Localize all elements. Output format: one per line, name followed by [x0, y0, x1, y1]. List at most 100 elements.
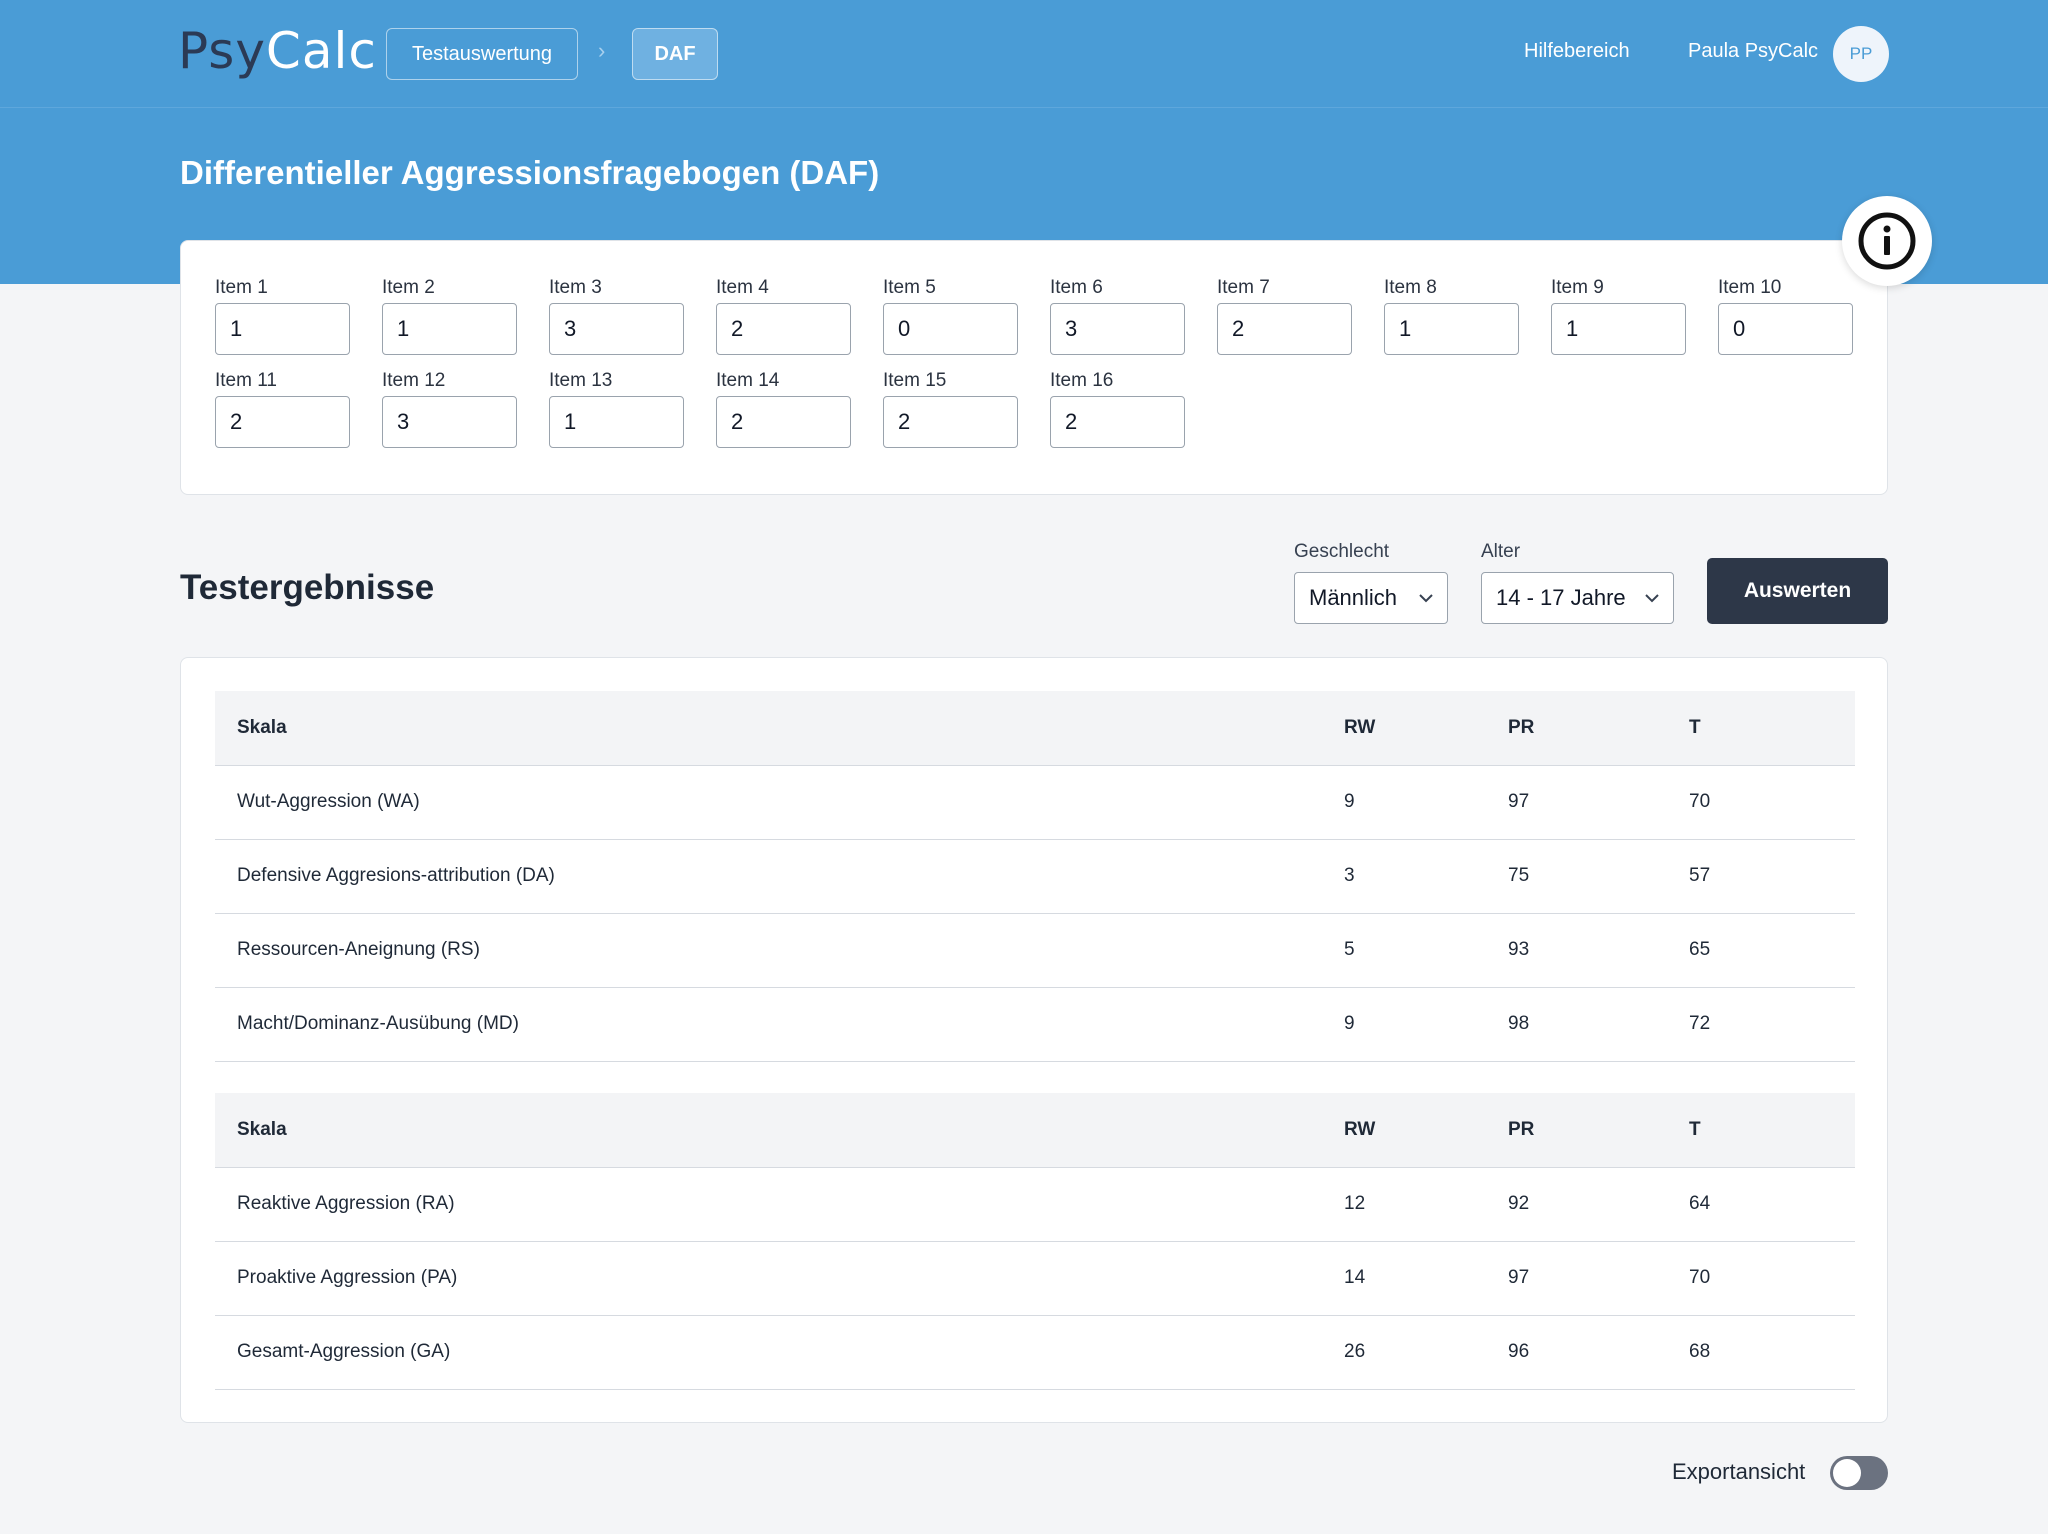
help-link[interactable]: Hilfebereich — [1524, 40, 1630, 62]
item-field-10: Item 10 — [1718, 277, 1853, 355]
scale-name: Wut-Aggression (WA) — [215, 765, 1344, 840]
scale-name: Defensive Aggresions-attribution (DA) — [215, 839, 1344, 914]
item-label: Item 12 — [382, 370, 446, 391]
page-title: Differentieller Aggressionsfragebogen (D… — [180, 154, 880, 191]
user-name[interactable]: Paula PsyCalc — [1688, 40, 1819, 62]
item-label: Item 7 — [1217, 277, 1270, 298]
item-field-1: Item 1 — [215, 277, 350, 355]
item-input[interactable] — [1050, 303, 1185, 355]
table-row: Gesamt-Aggression (GA) 26 96 68 — [215, 1315, 1855, 1390]
raw-score: 3 — [1344, 839, 1508, 914]
breadcrumb-daf[interactable]: DAF — [632, 28, 718, 80]
gender-select-value: Männlich — [1309, 585, 1398, 610]
table-row: Reaktive Aggression (RA) 12 92 64 — [215, 1167, 1855, 1242]
item-field-16: Item 16 — [1050, 370, 1185, 448]
item-input[interactable] — [716, 396, 851, 448]
item-label: Item 3 — [549, 277, 602, 298]
t-score: 70 — [1689, 765, 1855, 840]
column-header-rw: RW — [1344, 691, 1508, 766]
item-label: Item 13 — [549, 370, 613, 391]
evaluate-button[interactable]: Auswerten — [1707, 558, 1888, 624]
scale-name: Ressourcen-Aneignung (RS) — [215, 913, 1344, 988]
table-row: Defensive Aggresions-attribution (DA) 3 … — [215, 839, 1855, 914]
info-button[interactable] — [1842, 196, 1932, 286]
item-field-15: Item 15 — [883, 370, 1018, 448]
item-input[interactable] — [1718, 303, 1853, 355]
results-card: Skala RW PR T Wut-Aggression (WA) 9 97 7… — [180, 657, 1888, 1423]
scale-name: Reaktive Aggression (RA) — [215, 1167, 1344, 1242]
scale-name: Gesamt-Aggression (GA) — [215, 1315, 1344, 1390]
item-input[interactable] — [215, 396, 350, 448]
results-table-primary: Skala RW PR T Wut-Aggression (WA) 9 97 7… — [215, 691, 1855, 1062]
t-score: 68 — [1689, 1315, 1855, 1390]
info-circle-icon — [1858, 212, 1916, 270]
item-field-14: Item 14 — [716, 370, 851, 448]
table-row: Wut-Aggression (WA) 9 97 70 — [215, 765, 1855, 840]
item-input[interactable] — [883, 396, 1018, 448]
column-header-pr: PR — [1508, 1093, 1689, 1168]
item-input[interactable] — [883, 303, 1018, 355]
breadcrumb-testauswertung[interactable]: Testauswertung — [386, 28, 578, 80]
item-input[interactable] — [549, 303, 684, 355]
logo-text-psy: Psy — [178, 22, 266, 80]
gender-select[interactable]: Männlich — [1294, 572, 1448, 624]
scale-name: Macht/Dominanz-Ausübung (MD) — [215, 987, 1344, 1062]
item-field-7: Item 7 — [1217, 277, 1352, 355]
item-label: Item 2 — [382, 277, 435, 298]
item-field-12: Item 12 — [382, 370, 517, 448]
item-field-9: Item 9 — [1551, 277, 1686, 355]
item-label: Item 4 — [716, 277, 769, 298]
column-header-skala: Skala — [215, 1093, 1344, 1168]
item-input[interactable] — [215, 303, 350, 355]
percentile-rank: 92 — [1508, 1167, 1689, 1242]
logo-text-calc: Calc — [265, 22, 377, 80]
percentile-rank: 96 — [1508, 1315, 1689, 1390]
avatar[interactable]: PP — [1833, 26, 1889, 82]
item-field-13: Item 13 — [549, 370, 684, 448]
results-heading: Testergebnisse — [180, 568, 435, 607]
item-input[interactable] — [382, 396, 517, 448]
item-input[interactable] — [549, 396, 684, 448]
psycalc-logo[interactable]: PsyCalc — [178, 22, 377, 80]
chevron-right-icon: › — [598, 38, 606, 63]
raw-score: 5 — [1344, 913, 1508, 988]
gender-label: Geschlecht — [1294, 541, 1390, 562]
scale-name: Proaktive Aggression (PA) — [215, 1241, 1344, 1316]
chevron-down-icon — [1645, 594, 1659, 603]
item-input[interactable] — [1384, 303, 1519, 355]
percentile-rank: 98 — [1508, 987, 1689, 1062]
table-row: Macht/Dominanz-Ausübung (MD) 9 98 72 — [215, 987, 1855, 1062]
item-input[interactable] — [1217, 303, 1352, 355]
item-field-3: Item 3 — [549, 277, 684, 355]
top-navigation-bar: PsyCalc Testauswertung › DAF Hilfebereic… — [0, 0, 2048, 108]
item-label: Item 8 — [1384, 277, 1437, 298]
age-select-value: 14 - 17 Jahre — [1496, 585, 1626, 610]
item-input[interactable] — [716, 303, 851, 355]
export-view-toggle[interactable] — [1830, 1456, 1888, 1490]
item-label: Item 14 — [716, 370, 780, 391]
chevron-down-icon — [1419, 594, 1433, 603]
item-field-6: Item 6 — [1050, 277, 1185, 355]
item-input[interactable] — [1050, 396, 1185, 448]
header-background — [0, 0, 2048, 284]
item-field-8: Item 8 — [1384, 277, 1519, 355]
item-label: Item 9 — [1551, 277, 1604, 298]
item-field-2: Item 2 — [382, 277, 517, 355]
item-label: Item 15 — [883, 370, 947, 391]
item-input[interactable] — [1551, 303, 1686, 355]
raw-score: 26 — [1344, 1315, 1508, 1390]
t-score: 64 — [1689, 1167, 1855, 1242]
item-label: Item 16 — [1050, 370, 1114, 391]
results-table-secondary: Skala RW PR T Reaktive Aggression (RA) 1… — [215, 1093, 1855, 1390]
table-row: Proaktive Aggression (PA) 14 97 70 — [215, 1241, 1855, 1316]
item-label: Item 6 — [1050, 277, 1103, 298]
column-header-rw: RW — [1344, 1093, 1508, 1168]
item-label: Item 10 — [1718, 277, 1782, 298]
item-input[interactable] — [382, 303, 517, 355]
item-field-5: Item 5 — [883, 277, 1018, 355]
age-select[interactable]: 14 - 17 Jahre — [1481, 572, 1674, 624]
column-header-t: T — [1689, 1093, 1855, 1168]
item-field-4: Item 4 — [716, 277, 851, 355]
item-input-card: Item 1 Item 2 Item 3 Item 4 Item 5 Item … — [180, 240, 1888, 495]
table-row: Ressourcen-Aneignung (RS) 5 93 65 — [215, 913, 1855, 988]
